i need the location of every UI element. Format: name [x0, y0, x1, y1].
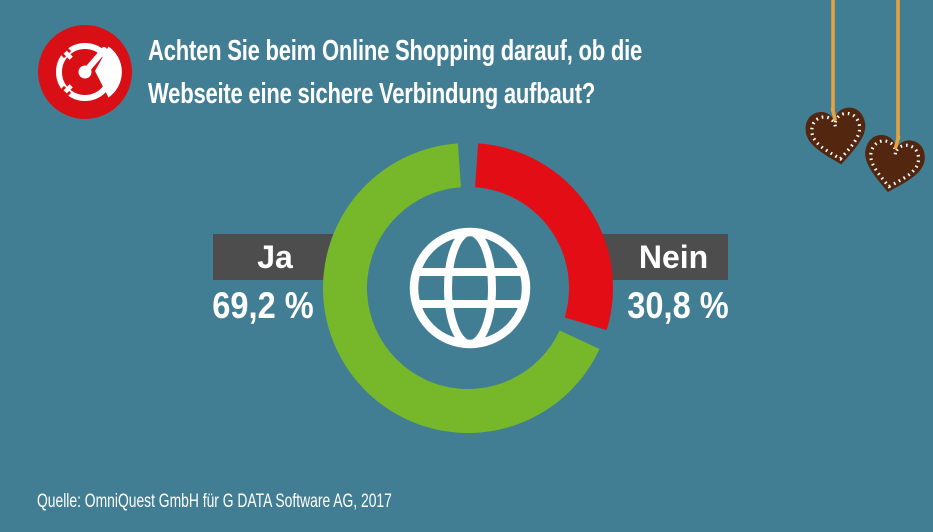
gauge-tick	[63, 50, 73, 60]
heart-icing	[869, 139, 921, 189]
heart-icing	[810, 111, 862, 161]
gauge-hub	[78, 65, 92, 79]
heart-shape	[805, 107, 866, 165]
title-line-2: Webseite eine sichere Verbindung aufbaut…	[148, 78, 596, 110]
percent-value-ja: 69,2 %	[212, 285, 314, 326]
answer-label-nein: Nein	[638, 238, 709, 275]
globe-meridian	[444, 228, 496, 348]
donut-segment-nein	[475, 143, 613, 331]
ribbon-knot	[893, 135, 901, 150]
title-line-1: Achten Sie beim Online Shopping darauf, …	[148, 35, 643, 67]
tachometer-icon	[38, 25, 132, 119]
gauge-tick	[63, 84, 73, 94]
answer-label-ja: Ja	[257, 238, 293, 275]
globe-outline	[409, 227, 531, 349]
donut-chart	[322, 143, 613, 433]
gauge-wedge	[95, 46, 122, 98]
heart-shape	[865, 135, 925, 193]
percent-value-nein: 30,8 %	[627, 285, 729, 326]
heart-right	[865, 135, 925, 193]
globe-icon	[409, 227, 531, 349]
page-title: Achten Sie beim Online Shopping darauf, …	[148, 30, 642, 116]
source-note: Quelle: OmniQuest GmbH für G DATA Softwa…	[37, 491, 392, 512]
heart-left	[805, 107, 866, 165]
gingerbread-hearts	[805, 0, 925, 193]
donut-segment-ja	[322, 143, 600, 433]
ribbon-knot	[830, 107, 838, 122]
